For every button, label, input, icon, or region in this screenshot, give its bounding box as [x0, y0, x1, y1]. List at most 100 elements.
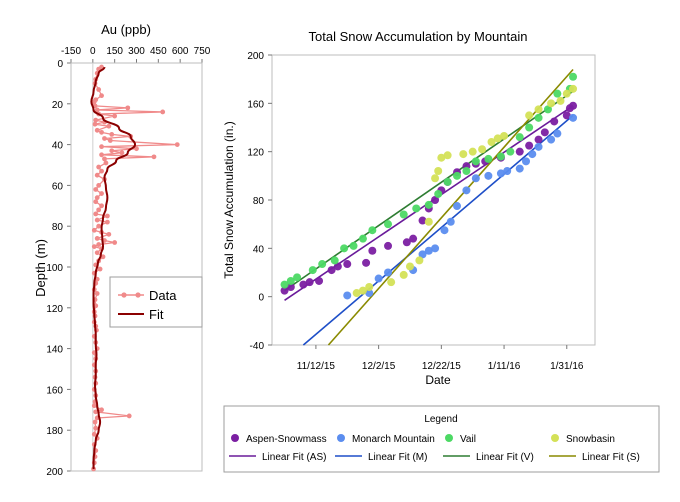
snow-data-point — [500, 131, 509, 140]
au-y-axis: 0 20 40 60 80 100 120 140 160 180 200 — [46, 59, 71, 478]
au-y-tick-label: 180 — [46, 426, 63, 437]
au-x-axis: -150 0 150 300 450 600 750 — [61, 46, 211, 63]
snow-data-point — [503, 167, 512, 175]
au-data-point — [91, 431, 97, 437]
au-data-point — [96, 87, 102, 92]
snow-data-point — [522, 157, 531, 166]
snow-data-point — [534, 135, 543, 144]
au-data-point — [96, 223, 102, 229]
au-data-point — [96, 242, 102, 247]
au-data-point — [104, 213, 110, 219]
snow-legend: Legend Aspen-Snowmass Monarch Mountain Vai… — [223, 405, 660, 473]
snow-data-point — [402, 238, 411, 247]
snow-data-point — [343, 260, 352, 269]
snow-legend-fit-label: Linear Fit (V) — [476, 452, 534, 463]
snow-data-point — [387, 278, 396, 287]
snow-x-tick-label: 1/31/16 — [550, 361, 584, 372]
au-data-point — [94, 217, 100, 223]
au-data-point — [102, 136, 107, 141]
snow-data-point — [569, 84, 578, 93]
au-y-tick-label: 80 — [52, 222, 64, 233]
snow-data-point — [333, 262, 342, 271]
snow-data-point — [293, 273, 302, 282]
snow-data-point — [358, 286, 367, 295]
snow-data-point — [365, 289, 374, 298]
snow-data-point — [550, 117, 559, 126]
snow-data-point — [308, 266, 317, 275]
snow-data-point — [525, 141, 534, 150]
snow-x-axis-label: Date — [425, 373, 451, 387]
snow-chart-title: Total Snow Accumulation by Mountain — [309, 29, 528, 44]
au-data-point — [99, 407, 104, 413]
snow-data-point — [471, 157, 480, 166]
snow-fit-line — [302, 114, 574, 346]
au-data-point — [99, 168, 104, 174]
au-x-tick-label: 750 — [194, 46, 211, 57]
snow-data-point — [318, 260, 327, 269]
au-chart-title: Au (ppb) — [101, 22, 151, 37]
snow-x-tick-label: 12/2/15 — [362, 361, 396, 372]
au-data-point — [99, 93, 104, 99]
au-data-point — [103, 160, 109, 166]
au-depth-chart: Au (ppb) -150 0 150 300 450 600 750 0 20 40 60 80 1… — [33, 22, 211, 478]
snow-data-point — [434, 167, 443, 175]
snow-data-point — [352, 289, 361, 298]
snow-x-tick-label: 12/22/15 — [422, 361, 461, 372]
au-data-point — [102, 156, 107, 162]
snow-data-point — [462, 186, 471, 195]
au-data-point — [92, 419, 98, 425]
au-x-tick-label: -150 — [61, 46, 81, 57]
snow-legend-marker — [231, 434, 239, 442]
au-plot-frame — [70, 62, 203, 472]
snow-data-point — [399, 270, 408, 279]
snow-legend-label: Snowbasin — [566, 434, 615, 445]
snow-data-point — [562, 111, 571, 120]
au-data-point — [93, 117, 99, 123]
snow-data-point — [424, 246, 433, 255]
snow-data-point — [340, 244, 349, 253]
au-data-point — [93, 409, 99, 415]
snow-fit-line — [284, 90, 574, 292]
snow-data-point — [286, 283, 295, 291]
au-data-point — [96, 164, 102, 170]
snow-y-axis: -40 0 40 80 120 160 200 — [247, 51, 272, 352]
snow-points — [280, 72, 578, 300]
snow-data-point — [327, 266, 336, 275]
au-data-point — [134, 146, 139, 152]
snow-data-point — [534, 105, 543, 114]
snow-chart: Total Snow Accumulation by Mountain -40 0… — [222, 29, 596, 387]
snow-data-point — [418, 250, 427, 259]
au-data-point — [126, 413, 132, 419]
snow-data-point — [412, 204, 421, 213]
snow-data-point — [459, 150, 468, 159]
au-data-point — [91, 244, 97, 250]
snow-data-point — [415, 256, 424, 265]
snow-data-point — [315, 276, 324, 285]
au-data-point — [91, 403, 97, 409]
snow-data-point — [543, 105, 552, 114]
au-y-tick-label: 40 — [52, 141, 64, 152]
au-data-point — [100, 254, 106, 260]
au-data-point — [99, 203, 104, 209]
snow-y-tick-label: 40 — [253, 244, 265, 255]
snow-data-point — [487, 138, 496, 146]
au-data-line — [92, 66, 178, 470]
snow-data-point — [525, 123, 534, 132]
snow-data-point — [528, 150, 537, 159]
au-data-point — [107, 138, 113, 143]
snow-legend-marker — [551, 434, 559, 442]
au-data-point — [99, 152, 104, 158]
snow-legend-fit-label: Linear Fit (M) — [368, 452, 427, 463]
snow-legend-items: Aspen-Snowmass Monarch Mountain Vail Snowba… — [229, 434, 640, 463]
au-y-tick-label: 120 — [46, 304, 63, 315]
snow-x-axis: 11/12/15 12/2/15 12/22/15 1/11/16 1/31/16 — [297, 345, 584, 372]
snow-data-point — [569, 113, 578, 122]
au-data-point — [91, 227, 97, 233]
snow-data-point — [330, 256, 339, 265]
legend-data-label: Data — [149, 288, 177, 303]
snow-legend-label: Monarch Mountain — [352, 434, 435, 445]
au-data-point — [94, 250, 100, 256]
snow-data-point — [418, 216, 427, 225]
snow-data-point — [431, 244, 440, 253]
